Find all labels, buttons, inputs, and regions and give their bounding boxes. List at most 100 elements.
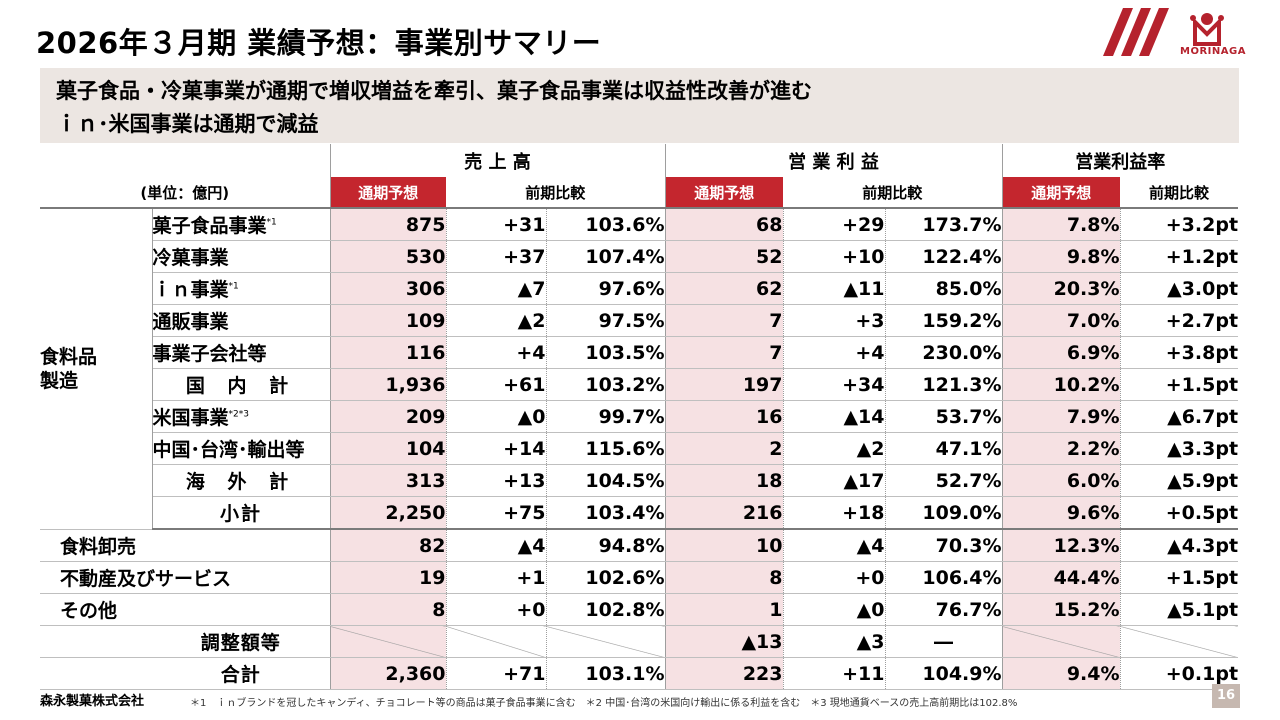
cell-value: 103.1% — [545, 657, 665, 690]
cell-value: 6.0% — [1001, 464, 1121, 497]
segment-name: 国 内 計 — [152, 368, 330, 401]
cell-value: 10 — [664, 529, 783, 562]
cell-value: 109.0% — [884, 496, 1003, 530]
cell-value: 20.3% — [1001, 272, 1121, 305]
cell-value: +18 — [782, 496, 885, 530]
cell-value: 99.7% — [545, 400, 665, 433]
cell-value: 97.5% — [545, 304, 665, 337]
cell-value: 52 — [664, 240, 783, 273]
logo-text: MORINAGA — [1180, 46, 1246, 57]
cell-value: +10 — [782, 240, 885, 273]
cell-value: 7.0% — [1001, 304, 1121, 337]
cell-value: ▲4.3pt — [1119, 529, 1239, 562]
cell-value: ▲4 — [445, 529, 546, 562]
yoy-label: 前期比較 — [446, 177, 665, 209]
cell-value: +71 — [445, 657, 546, 690]
cell-value: 2 — [664, 432, 783, 465]
cell-value: ▲5.1pt — [1119, 593, 1239, 626]
table-row: 米国事業*2*3 209 ▲0 99.7% 16 ▲14 53.7% 7.9% ▲6.7pt — [40, 400, 1239, 433]
cell-value: 103.5% — [545, 336, 665, 369]
cell-value: 62 — [664, 272, 783, 305]
cell-value: +0.5pt — [1119, 496, 1239, 530]
cell-value: 104 — [329, 432, 446, 465]
cell-value — [445, 625, 546, 658]
cell-value: +0 — [782, 561, 885, 594]
segment-name: 食料卸売 — [40, 529, 330, 562]
footnote-mark: *1 — [266, 217, 277, 228]
cell-value: ▲2 — [445, 304, 546, 337]
segment-name: 冷菓事業 — [152, 240, 330, 273]
cell-value: ▲5.9pt — [1119, 464, 1239, 497]
cell-value: 216 — [664, 496, 783, 530]
cell-value: 103.4% — [545, 496, 665, 530]
segment-name: 調整額等 — [40, 625, 330, 658]
cell-value: 197 — [664, 368, 783, 401]
cell-value: 306 — [329, 272, 446, 305]
page-title: 2026年３月期 業績予想：事業別サマリー — [36, 26, 602, 60]
cell-value: 103.2% — [545, 368, 665, 401]
cell-value: +14 — [445, 432, 546, 465]
segment-name: 菓子食品事業*1 — [152, 208, 330, 241]
yoy-label: 前期比較 — [1120, 177, 1239, 209]
segment-name: 小計 — [152, 496, 330, 530]
page-number: 16 — [1212, 684, 1240, 708]
summary-banner: 菓子食品・冷菓事業が通期で増収増益を牽引、菓子食品事業は収益性改善が進む ｉｎ･… — [40, 68, 1239, 143]
cell-value: +1 — [445, 561, 546, 594]
cell-value: 173.7% — [884, 208, 1003, 241]
cell-value: 85.0% — [884, 272, 1003, 305]
cell-value: 12.3% — [1001, 529, 1121, 562]
cell-value: ▲7 — [445, 272, 546, 305]
cell-value: ― — [884, 625, 1003, 658]
cell-value: 7.8% — [1001, 208, 1121, 241]
company-name: 森永製菓株式会社 — [40, 694, 145, 709]
cell-value: 8 — [329, 593, 446, 626]
cell-value: 44.4% — [1001, 561, 1121, 594]
segment-name: その他 — [40, 593, 330, 626]
yoy-label: 前期比較 — [783, 177, 1003, 209]
footnotes: ＊1 ｉｎブランドを冠したキャンディ、チョコレート等の商品は菓子食品事業に含む … — [190, 698, 1018, 709]
cell-value — [329, 625, 446, 658]
cell-value: 116 — [329, 336, 446, 369]
table-row: 国 内 計 1,936 +61 103.2% 197 +34 121.3% 10.2% +1.5… — [40, 368, 1239, 401]
cell-value: +3.2pt — [1119, 208, 1239, 241]
forecast-badge: 通期予想 — [664, 177, 783, 209]
cell-value: 10.2% — [1001, 368, 1121, 401]
cell-value: ▲3.0pt — [1119, 272, 1239, 305]
cell-value: 121.3% — [884, 368, 1003, 401]
cell-value: 52.7% — [884, 464, 1003, 497]
cell-value: 159.2% — [884, 304, 1003, 337]
footnote-mark: *2*3 — [228, 409, 249, 420]
segment-name: 事業子会社等 — [152, 336, 330, 369]
cell-value: 9.4% — [1001, 657, 1121, 690]
table-row: 冷菓事業 530 +37 107.4% 52 +10 122.4% 9.8% +1.2pt — [40, 240, 1239, 273]
table-row: 小計 2,250 +75 103.4% 216 +18 109.0% 9.6% +0.5pt — [40, 496, 1239, 530]
cell-value: +2.7pt — [1119, 304, 1239, 337]
cell-value: 7.9% — [1001, 400, 1121, 433]
cell-value: +1.2pt — [1119, 240, 1239, 273]
segment-name: 合計 — [40, 657, 330, 690]
cell-value: 1,936 — [329, 368, 446, 401]
cell-value: 15.2% — [1001, 593, 1121, 626]
cell-value: 102.6% — [545, 561, 665, 594]
cell-value: +4 — [445, 336, 546, 369]
cell-value: ▲4 — [782, 529, 885, 562]
cell-value: 7 — [664, 304, 783, 337]
cell-value: 47.1% — [884, 432, 1003, 465]
cell-value: 68 — [664, 208, 783, 241]
morinaga-logo — [1103, 8, 1224, 56]
cell-value: 6.9% — [1001, 336, 1121, 369]
cell-value: +3.8pt — [1119, 336, 1239, 369]
cell-value: 76.7% — [884, 593, 1003, 626]
segment-name: 不動産及びサービス — [40, 561, 330, 594]
table-row: 不動産及びサービス 19 +1 102.6% 8 +0 106.4% 44.4% +1.5pt — [40, 561, 1239, 594]
table-row: ｉｎ事業*1 306 ▲7 97.6% 62 ▲11 85.0% 20.3% ▲3.0pt — [40, 272, 1239, 305]
table-row: 食料品 製造 菓子食品事業*1 875 +31 103.6% 68 +29 173.7% 7.8… — [40, 208, 1239, 530]
cell-value: 107.4% — [545, 240, 665, 273]
header-operating-profit: 営 業 利 益 — [664, 144, 1003, 177]
cell-value: +75 — [445, 496, 546, 530]
cell-value: ▲11 — [782, 272, 885, 305]
cell-value: 230.0% — [884, 336, 1003, 369]
cell-value: 122.4% — [884, 240, 1003, 273]
cell-value: +31 — [445, 208, 546, 241]
cell-value: 530 — [329, 240, 446, 273]
